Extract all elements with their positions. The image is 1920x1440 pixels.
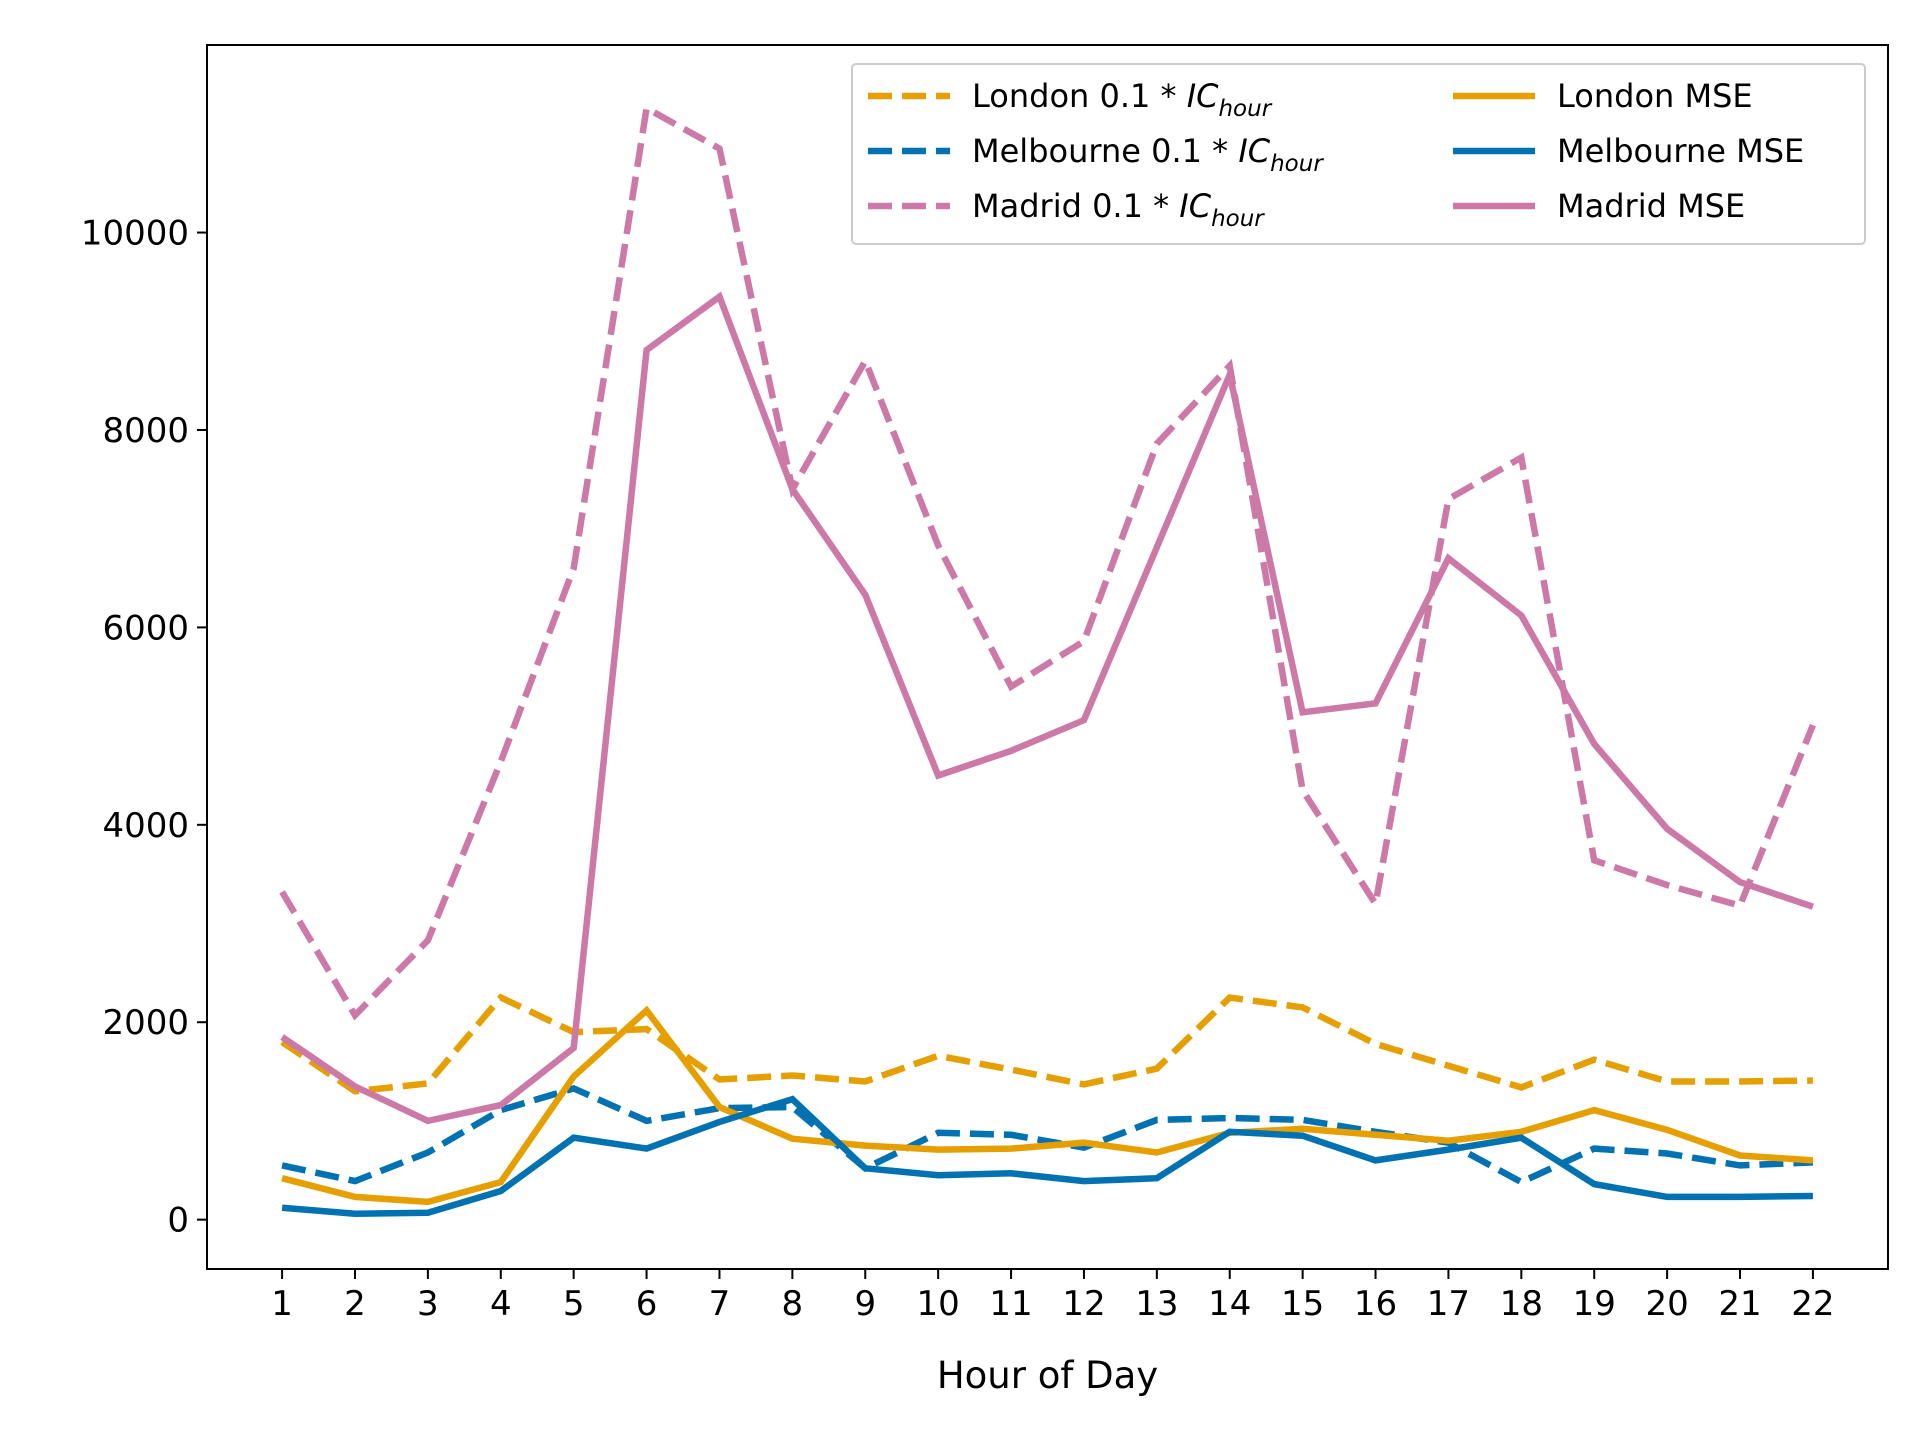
legend: London 0.1 * IChour Melbourne 0.1 * IChou… [851,63,1866,245]
x-axis: 1 2 3 4 5 6 7 8 9 10 11 12 13 14 15 16 17 18 19 20 21 22 [271,1269,1835,1324]
x-tick-label: 18 [1500,1284,1543,1324]
legend-label: Madrid MSE [1557,187,1745,225]
x-tick-label: 17 [1427,1284,1470,1324]
legend-label: Melbourne 0.1 * IChour [972,132,1324,177]
x-tick-label: 16 [1354,1284,1397,1324]
series-line-5 [280,291,1814,1125]
x-tick-label: 11 [989,1284,1032,1324]
x-tick-label: 19 [1573,1284,1616,1324]
series-line-4 [281,1095,1813,1217]
series-line-0 [280,993,1813,1095]
x-tick-label: 20 [1645,1284,1688,1324]
y-tick-label: 0 [167,1201,189,1241]
legend-label: London 0.1 * IChour [972,77,1273,122]
series-line-2 [279,103,1816,1021]
series-line-1 [281,1084,1814,1186]
legend-box [851,63,1866,245]
legend-label: Madrid 0.1 * IChour [972,187,1265,232]
series-line-3 [281,1005,1814,1206]
x-tick-label: 9 [854,1284,876,1324]
x-tick-label: 14 [1208,1284,1251,1324]
x-tick-label: 13 [1135,1284,1178,1324]
x-tick-label: 6 [636,1284,658,1324]
y-tick-label: 8000 [102,411,189,451]
y-axis: 0 2000 4000 6000 8000 10000 [81,214,207,1241]
legend-label: Melbourne MSE [1557,132,1804,170]
x-tick-label: 15 [1281,1284,1324,1324]
x-tick-label: 7 [709,1284,731,1324]
x-tick-label: 22 [1791,1284,1834,1324]
y-tick-label: 2000 [102,1003,189,1043]
series-layer [279,103,1816,1217]
x-tick-label: 10 [917,1284,960,1324]
plot-frame [206,44,1889,1270]
x-tick-label: 4 [490,1284,512,1324]
y-tick-label: 6000 [102,608,189,648]
x-tick-label: 21 [1718,1284,1761,1324]
x-tick-label: 12 [1062,1284,1105,1324]
x-tick-label: 8 [782,1284,804,1324]
y-tick-label: 10000 [81,214,189,254]
x-axis-title: Hour of Day [937,1354,1158,1397]
x-tick-label: 1 [271,1284,293,1324]
x-tick-label: 3 [417,1284,439,1324]
x-tick-label: 2 [344,1284,366,1324]
x-tick-label: 5 [563,1284,585,1324]
y-tick-label: 4000 [102,806,189,846]
legend-label: London MSE [1557,77,1753,115]
